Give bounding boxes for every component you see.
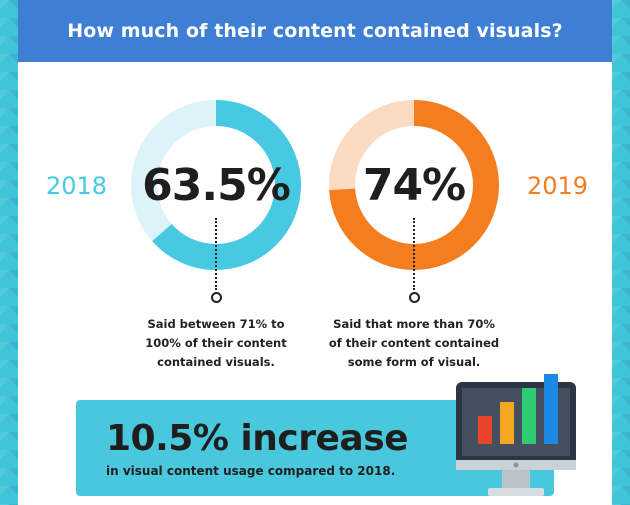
right-decorative-pattern <box>612 0 630 505</box>
caption-line: of their content contained <box>328 336 500 350</box>
connector-line-2018 <box>215 218 217 290</box>
monitor-base <box>488 488 544 496</box>
year-label-2018: 2018 <box>46 172 108 200</box>
left-decorative-pattern <box>0 0 18 505</box>
increase-subtext: in visual content usage compared to 2018… <box>106 464 396 478</box>
caption-line: 100% of their content <box>145 336 287 350</box>
percentage-2018: 63.5% <box>142 160 291 211</box>
caption-line: Said that more than 70% <box>333 317 495 331</box>
monitor-bar <box>544 374 558 444</box>
connector-line-2019 <box>413 218 415 290</box>
monitor-bar <box>478 416 492 444</box>
connector-dot-2019 <box>409 292 420 303</box>
caption-2019: Said that more than 70% of their content… <box>324 315 504 372</box>
caption-2018: Said between 71% to 100% of their conten… <box>126 315 306 372</box>
page-title: How much of their content contained visu… <box>67 20 563 42</box>
monitor-bar <box>500 402 514 444</box>
infographic-panel: How much of their content contained visu… <box>18 0 612 505</box>
monitor-bar <box>522 388 536 444</box>
caption-line: contained visuals. <box>157 355 275 369</box>
caption-line: Said between 71% to <box>147 317 285 331</box>
monitor-neck <box>502 470 530 488</box>
increase-headline: 10.5% increase <box>106 418 409 459</box>
header-bar: How much of their content contained visu… <box>18 0 612 62</box>
monitor-bar-chart-icon <box>450 362 580 500</box>
connector-dot-2018 <box>211 292 222 303</box>
percentage-2019: 74% <box>362 160 466 211</box>
year-label-2019: 2019 <box>527 172 589 200</box>
caption-line: some form of visual. <box>347 355 481 369</box>
monitor-power-dot <box>513 462 519 468</box>
